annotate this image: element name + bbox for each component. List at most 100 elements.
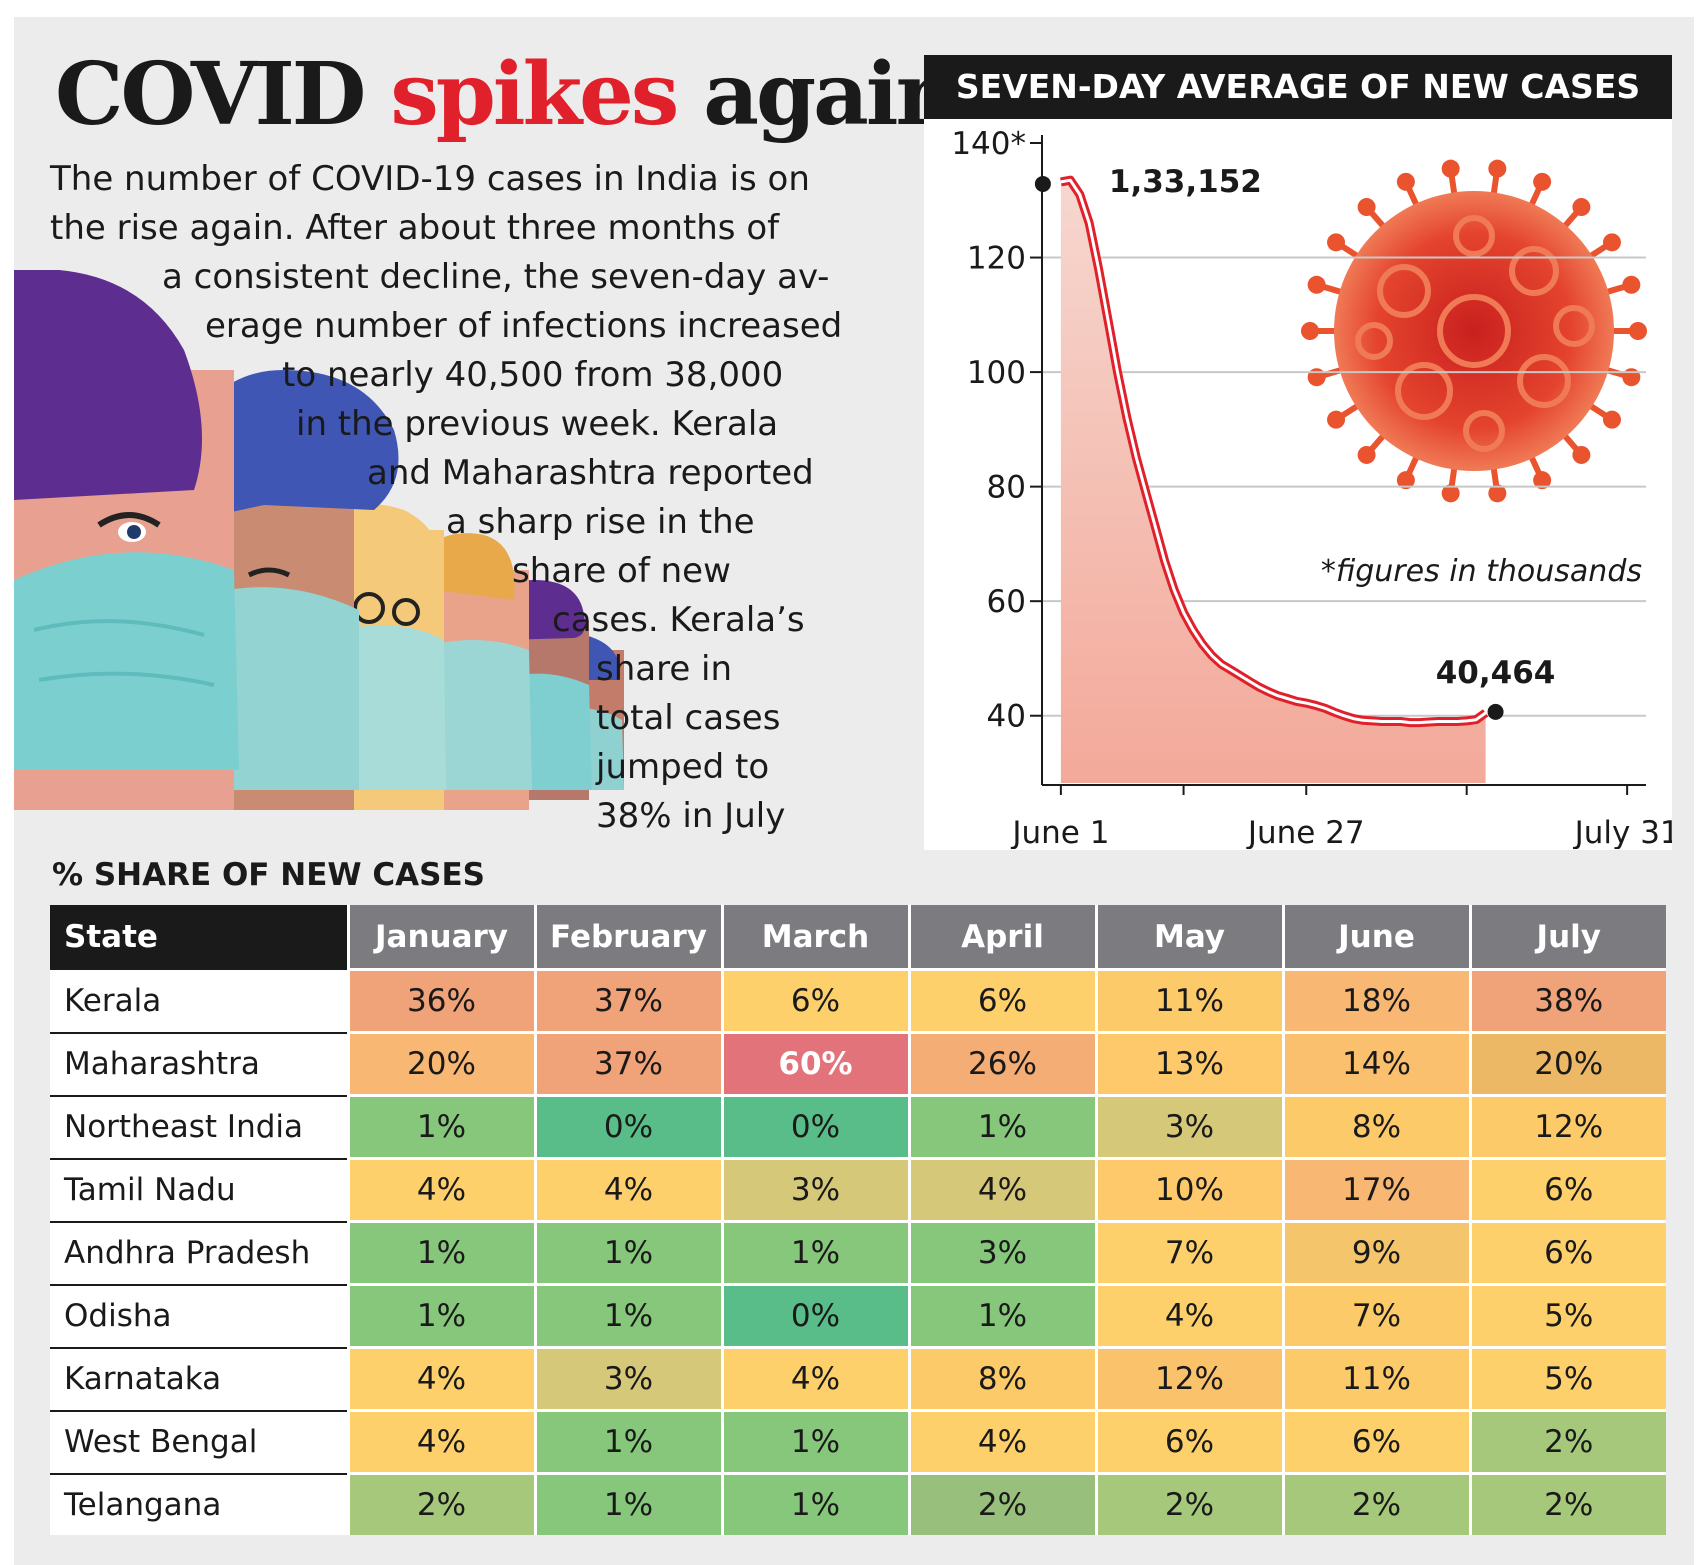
state-name: Odisha	[50, 1283, 350, 1348]
share-cell: 1%	[535, 1283, 724, 1348]
y-tick-label-140: 140*	[951, 126, 1026, 162]
headline-word-covid: COVID	[55, 44, 366, 145]
chart-title: SEVEN-DAY AVERAGE OF NEW CASES	[924, 55, 1672, 119]
table-title: % SHARE OF NEW CASES	[52, 857, 485, 893]
share-cell: 3%	[909, 1220, 1098, 1285]
share-cell: 5%	[1470, 1346, 1666, 1411]
intro-line-7: and Maharashtra reported	[367, 453, 814, 493]
intro-line-10: cases. Kerala’s	[552, 600, 805, 640]
share-cell: 6%	[1283, 1409, 1472, 1474]
x-tick-label-0: June 1	[1010, 815, 1109, 849]
share-cell: 1%	[722, 1472, 911, 1535]
share-cell: 4%	[722, 1346, 911, 1411]
share-cell: 4%	[535, 1157, 724, 1222]
headline-word-again: again	[703, 44, 958, 145]
headline: COVID spikes again	[55, 40, 958, 150]
share-cell: 2%	[1096, 1472, 1285, 1535]
state-name: Northeast India	[50, 1094, 350, 1159]
share-cell: 7%	[1096, 1220, 1285, 1285]
share-cell: 2%	[1470, 1472, 1666, 1535]
share-cell: 37%	[535, 968, 724, 1033]
intro-line-3: a consistent decline, the seven-day av-	[162, 257, 830, 297]
share-cell: 12%	[1470, 1094, 1666, 1159]
end-point-dot	[1487, 703, 1504, 720]
figures-note: *figures in thousands	[1321, 554, 1642, 589]
col-header-january: January	[348, 905, 537, 970]
state-name: Kerala	[50, 969, 350, 1033]
share-cell: 18%	[1283, 968, 1472, 1033]
y-tick-label-100: 100	[967, 355, 1026, 391]
intro-line-11: share in	[596, 649, 733, 689]
intro-line-8: a sharp rise in the	[446, 502, 755, 542]
table-row: Telangana 2% 1% 1% 2% 2% 2% 2%	[50, 1472, 1666, 1535]
share-cell: 6%	[722, 968, 911, 1033]
x-tick-label-2: July 31	[1573, 815, 1672, 849]
col-header-june: June	[1283, 905, 1472, 970]
share-cell: 0%	[722, 1283, 911, 1348]
intro-line-9: share of new	[512, 551, 731, 591]
col-header-state: State	[50, 905, 350, 970]
share-cell: 37%	[535, 1031, 724, 1096]
share-cell: 10%	[1096, 1157, 1285, 1222]
state-name: Maharashtra	[50, 1031, 350, 1096]
y-tick-label-40: 40	[987, 699, 1026, 735]
intro-text: The number of COVID-19 cases in India is…	[50, 155, 890, 841]
share-cell: 26%	[909, 1031, 1098, 1096]
share-cell: 1%	[909, 1283, 1098, 1348]
state-name: Tamil Nadu	[50, 1157, 350, 1222]
share-cell: 4%	[1096, 1283, 1285, 1348]
share-cell: 3%	[535, 1346, 724, 1411]
share-cell: 6%	[1470, 1220, 1666, 1285]
share-cell: 3%	[1096, 1094, 1285, 1159]
share-cell: 2%	[1470, 1409, 1666, 1474]
share-cell: 0%	[535, 1094, 724, 1159]
intro-line-1: The number of COVID-19 cases in India is…	[50, 159, 810, 199]
share-cell: 1%	[348, 1220, 537, 1285]
share-cell: 4%	[909, 1409, 1098, 1474]
share-cell: 5%	[1470, 1283, 1666, 1348]
table-row: Kerala 36% 37% 6% 6% 11% 18% 38%	[50, 968, 1666, 1033]
share-cell: 1%	[535, 1220, 724, 1285]
share-cell: 3%	[722, 1157, 911, 1222]
share-cell: 11%	[1283, 1346, 1472, 1411]
share-cell: 1%	[722, 1220, 911, 1285]
end-value-label: 40,464	[1436, 655, 1556, 691]
area-fill	[1060, 180, 1486, 783]
share-cell: 8%	[909, 1346, 1098, 1411]
share-cell: 6%	[909, 968, 1098, 1033]
table-header-row: State January February March April May June Jul…	[50, 905, 1666, 970]
table-row: West Bengal 4% 1% 1% 4% 6% 6% 2%	[50, 1409, 1666, 1474]
share-cell: 1%	[348, 1283, 537, 1348]
share-cell: 4%	[348, 1346, 537, 1411]
share-table: State January February March April May June Jul…	[50, 905, 1666, 1535]
table-row: Odisha 1% 1% 0% 1% 4% 7% 5%	[50, 1283, 1666, 1348]
intro-line-14: 38% in July	[596, 796, 786, 836]
col-header-february: February	[535, 905, 724, 970]
state-name: West Bengal	[50, 1409, 350, 1474]
share-cell: 60%	[722, 1031, 911, 1096]
share-cell: 38%	[1470, 968, 1666, 1033]
share-cell: 8%	[1283, 1094, 1472, 1159]
state-name: Telangana	[50, 1472, 350, 1535]
series-line-highlight	[1060, 178, 1487, 725]
line-chart: 140* 120 100 80 60 40 June 1 June 27 July 31 1,33…	[951, 126, 1672, 849]
share-cell: 6%	[1096, 1409, 1285, 1474]
table-row: Northeast India 1% 0% 0% 1% 3% 8% 12%	[50, 1094, 1666, 1159]
share-cell: 7%	[1283, 1283, 1472, 1348]
intro-line-6: in the previous week. Kerala	[296, 404, 779, 444]
share-cell: 4%	[348, 1157, 537, 1222]
col-header-april: April	[909, 905, 1098, 970]
share-cell: 1%	[722, 1409, 911, 1474]
col-header-july: July	[1470, 905, 1666, 970]
share-cell: 1%	[535, 1409, 724, 1474]
state-name: Karnataka	[50, 1346, 350, 1411]
table-row: Maharashtra 20% 37% 60% 26% 13% 14% 20%	[50, 1031, 1666, 1096]
intro-line-13: jumped to	[596, 747, 770, 787]
share-cell: 14%	[1283, 1031, 1472, 1096]
y-tick-label-120: 120	[967, 241, 1026, 277]
face-1	[14, 270, 239, 810]
share-cell: 1%	[348, 1094, 537, 1159]
intro-line-12: total cases	[596, 698, 781, 738]
share-cell: 20%	[348, 1031, 537, 1096]
share-cell: 9%	[1283, 1220, 1472, 1285]
